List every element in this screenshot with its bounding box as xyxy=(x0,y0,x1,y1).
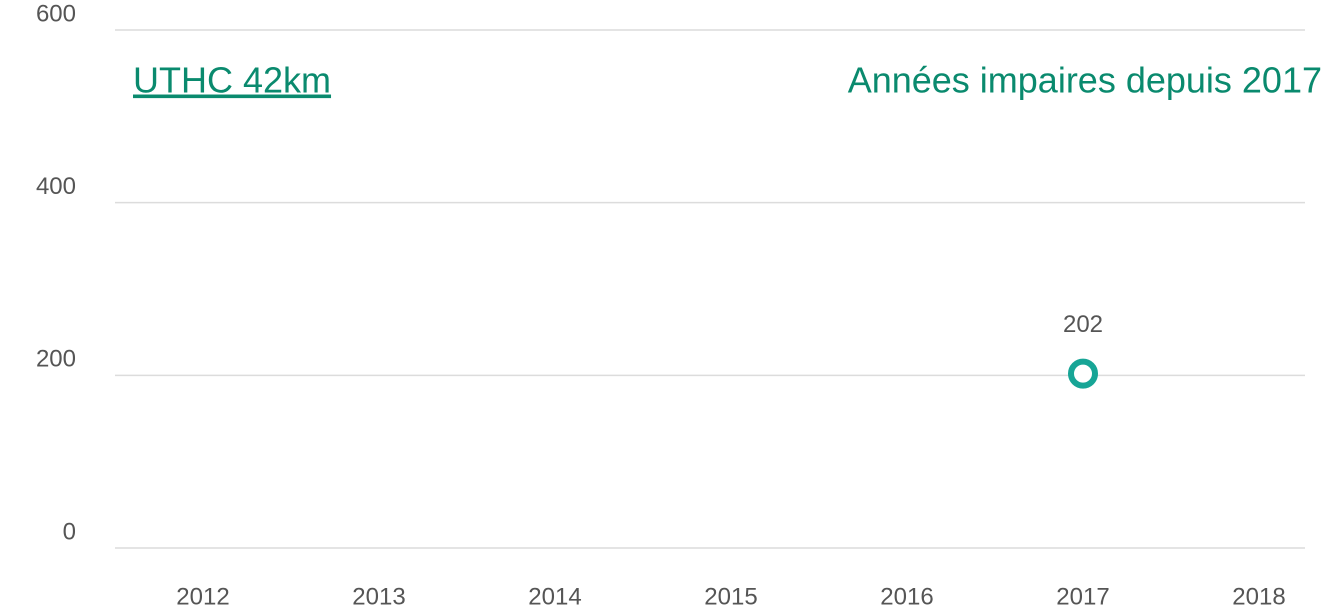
data-label: 202 xyxy=(1063,311,1103,338)
chart-title[interactable]: UTHC 42km xyxy=(133,60,331,101)
y-tick-label: 0 xyxy=(63,518,76,545)
chart-subtitle: Années impaires depuis 2017 xyxy=(848,60,1322,101)
x-tick-label: 2014 xyxy=(528,583,581,610)
y-tick-label: 200 xyxy=(36,346,76,373)
x-tick-label: 2018 xyxy=(1232,583,1285,610)
y-tick-label: 600 xyxy=(36,0,76,27)
x-tick-label: 2013 xyxy=(352,583,405,610)
point xyxy=(1068,358,1098,389)
x-tick-label: 2012 xyxy=(176,583,229,610)
x-tick-label: 2016 xyxy=(880,583,933,610)
x-tick-label: 2015 xyxy=(704,583,757,610)
y-tick-label: 400 xyxy=(36,173,76,200)
x-tick-label: 2017 xyxy=(1056,583,1109,610)
